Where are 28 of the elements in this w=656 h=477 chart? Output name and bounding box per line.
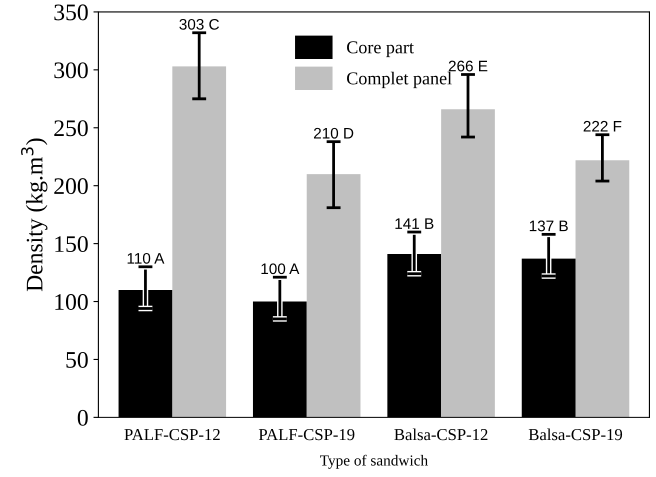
x-axis-title: Type of sandwich (320, 454, 428, 469)
y-axis-title: Density (kg.m$^{3}$) (21, 138, 48, 292)
y-tick-label: 350 (54, 4, 88, 20)
x-tick-label: Balsa-CSP-19 (528, 428, 622, 440)
data-label: 110 A (128, 252, 164, 264)
bar (441, 109, 495, 418)
y-tick-label: 50 (66, 352, 88, 368)
y-tick-label: 250 (54, 120, 88, 136)
data-label: 222 F (584, 120, 622, 132)
bar (306, 174, 360, 418)
legend-label: Core part (347, 41, 414, 58)
y-tick-label: 200 (54, 178, 88, 194)
y-tick-label: 150 (55, 236, 88, 252)
y-tick-label: 100 (55, 294, 88, 310)
data-label: 100 A (261, 263, 300, 274)
x-tick-label: Balsa-CSP-12 (394, 428, 488, 440)
data-label: 210 D (314, 128, 354, 139)
legend-label: Complet panel (347, 72, 452, 88)
data-label: 303 C (179, 18, 220, 30)
x-tick-label: PALF-CSP-19 (258, 429, 354, 440)
bar (576, 160, 630, 418)
data-label: 137 B (530, 220, 568, 232)
bar (172, 66, 226, 418)
data-label: 266 E (448, 60, 488, 72)
y-tick-label: 300 (54, 62, 88, 78)
x-tick-label: PALF-CSP-12 (124, 429, 220, 440)
data-label: 141 B (395, 218, 434, 229)
y-tick-label: 0 (78, 410, 88, 426)
